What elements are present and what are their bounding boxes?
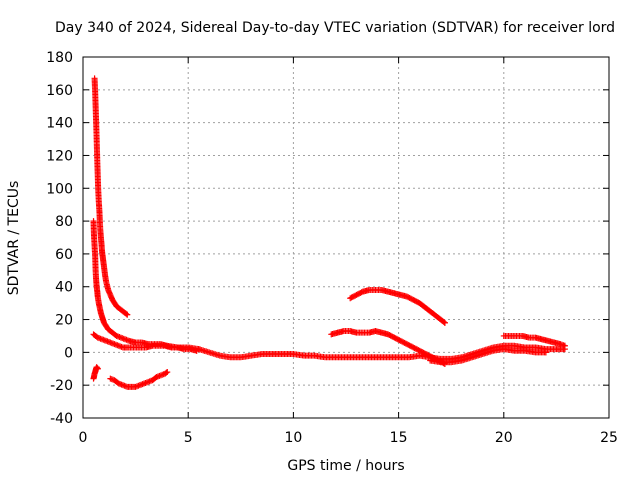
grid: [83, 57, 609, 418]
x-tick-label: 25: [600, 430, 618, 446]
y-tick-label: 60: [55, 247, 73, 263]
x-tick-label: 20: [495, 430, 513, 446]
data-point: [440, 319, 447, 326]
y-tick-label: 140: [46, 116, 73, 132]
data-point: [94, 365, 101, 372]
y-tick-label: 160: [46, 83, 73, 99]
x-axis-ticks: 0 5 10 15 20 25: [79, 57, 618, 446]
y-tick-label: 0: [64, 345, 73, 361]
data-point: [542, 349, 549, 356]
data-point: [441, 319, 448, 326]
x-tick-label: 15: [390, 430, 408, 446]
data-point: [164, 369, 171, 376]
data-point: [163, 369, 170, 376]
data-marks: [90, 75, 568, 390]
y-tick-label: 80: [55, 214, 73, 230]
y-tick-label: 40: [55, 280, 73, 296]
data-point: [561, 342, 568, 349]
x-axis-label: GPS time / hours: [287, 458, 404, 474]
plot-frame: [82, 56, 610, 419]
y-tick-label: -20: [50, 378, 73, 394]
y-tick-label: 120: [46, 148, 73, 164]
y-tick-label: 180: [46, 50, 73, 66]
x-tick-label: 10: [284, 430, 302, 446]
y-tick-label: 100: [46, 181, 73, 197]
data-point: [124, 311, 131, 318]
y-tick-label: -40: [50, 411, 73, 427]
x-tick-label: 5: [184, 430, 193, 446]
data-point: [123, 310, 130, 317]
chart-title: Day 340 of 2024, Sidereal Day-to-day VTE…: [55, 20, 615, 36]
y-tick-label: 20: [55, 313, 73, 329]
y-axis-ticks: -40 -20 0 20 40 60 80 100 120 140 160 180: [46, 50, 609, 427]
y-axis-label: SDTVAR / TECUs: [6, 181, 22, 296]
x-tick-label: 0: [79, 430, 88, 446]
